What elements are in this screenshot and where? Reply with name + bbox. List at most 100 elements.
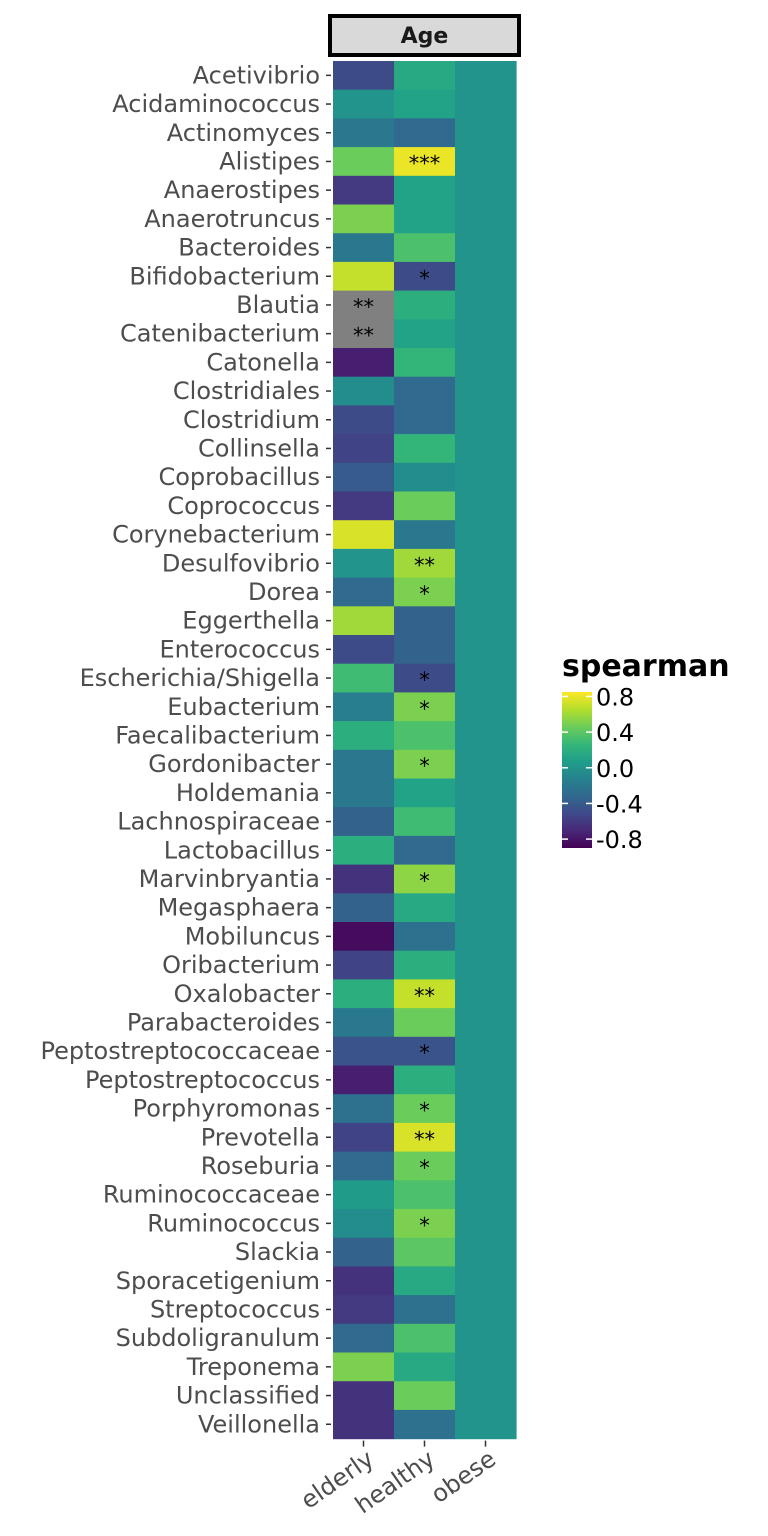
heatmap-cell — [394, 1295, 456, 1325]
heatmap-cell — [333, 979, 395, 1009]
row-label: Faecalibacterium — [115, 721, 320, 749]
heatmap-cell — [333, 376, 395, 406]
legend-ticks: 0.8 0.4 0.0 -0.4 -0.8 — [562, 683, 643, 854]
row-label: Blautia — [236, 291, 320, 319]
heatmap-cell — [333, 663, 395, 693]
row-label: Collinsella — [198, 434, 320, 462]
row-label: Lachnospiraceae — [117, 808, 320, 836]
row-label: Streptococcus — [150, 1295, 320, 1323]
heatmap-cell — [394, 261, 456, 292]
heatmap-cell — [394, 405, 456, 435]
heatmap-cell — [333, 348, 395, 378]
heatmap-cell — [333, 405, 395, 435]
row-label: Marvinbryantia — [139, 865, 320, 893]
heatmap-cell — [394, 721, 456, 751]
heatmap-cell — [333, 491, 395, 521]
heatmap-cell — [455, 118, 517, 148]
significance-label: * — [419, 1099, 430, 1123]
heatmap-cell — [333, 1381, 395, 1411]
legend-tick-label: 0.0 — [596, 755, 634, 783]
row-label: Peptostreptococcaceae — [41, 1037, 320, 1065]
row-label: Oxalobacter — [174, 980, 320, 1008]
heatmap-cells: *********************** — [333, 61, 517, 1440]
row-label: Clostridiales — [173, 377, 320, 405]
heatmap-cell — [455, 606, 517, 636]
heatmap-cell — [455, 491, 517, 521]
heatmap-cell — [333, 893, 395, 923]
significance-label: * — [419, 1156, 430, 1180]
heatmap-cell — [394, 778, 456, 808]
row-label: Coprococcus — [167, 492, 320, 520]
significance-label: ** — [414, 553, 435, 577]
heatmap-cell — [455, 1295, 517, 1325]
heatmap-cell — [394, 635, 456, 665]
heatmap-cell — [333, 1323, 395, 1354]
heatmap-cell — [333, 462, 395, 493]
heatmap-cell — [394, 319, 456, 349]
heatmap-cell — [455, 1237, 517, 1267]
heatmap-cell — [333, 1180, 395, 1210]
heatmap-cell — [455, 233, 517, 263]
heatmap-cell — [333, 1151, 395, 1181]
heatmap-cell — [455, 778, 517, 808]
heatmap-cell — [333, 1295, 395, 1325]
row-label: Catonella — [206, 348, 320, 376]
heatmap-cell — [333, 89, 395, 119]
row-label: Bacteroides — [178, 234, 320, 262]
row-label: Roseburia — [201, 1152, 320, 1180]
row-label: Subdoligranulum — [116, 1324, 320, 1352]
heatmap-cell — [333, 233, 395, 263]
facet-strip-box — [328, 14, 521, 57]
facet-strip: Age — [328, 14, 521, 57]
heatmap-cell — [333, 1094, 395, 1124]
heatmap-cell — [333, 1036, 395, 1067]
legend-title: spearman — [562, 649, 730, 684]
heatmap-cell — [455, 520, 517, 550]
heatmap-cell — [333, 319, 395, 349]
heatmap-cell — [333, 807, 395, 837]
row-label: Ruminococcus — [147, 1209, 320, 1237]
heatmap-cell — [455, 1065, 517, 1095]
row-label: Megasphaera — [158, 894, 320, 922]
heatmap-cell — [333, 1352, 395, 1382]
row-label: Anaerostipes — [164, 176, 320, 204]
significance-label: * — [419, 668, 430, 692]
heatmap-cell — [333, 577, 395, 607]
row-label: Dorea — [248, 578, 320, 606]
heatmap-cell — [455, 405, 517, 435]
significance-label: ** — [353, 324, 374, 348]
heatmap-cell — [333, 147, 395, 177]
row-labels: AcetivibrioAcidaminococcusActinomycesAli… — [41, 61, 331, 1438]
heatmap-cell — [333, 1409, 395, 1440]
heatmap-cell — [455, 1409, 517, 1440]
row-label: Actinomyces — [167, 119, 320, 147]
heatmap-cell — [455, 462, 517, 493]
heatmap-cell — [333, 721, 395, 751]
column-label: obese — [426, 1445, 501, 1509]
heatmap-cell — [333, 1237, 395, 1267]
row-label: Treponema — [186, 1353, 320, 1381]
row-label: Corynebacterium — [112, 521, 320, 549]
legend-tick-label: -0.8 — [596, 826, 643, 854]
significance-label: * — [419, 1213, 430, 1237]
heatmap-cell — [455, 1151, 517, 1181]
heatmap-cell — [394, 979, 456, 1009]
row-label: Acetivibrio — [193, 61, 320, 89]
row-label: Eggerthella — [182, 607, 320, 635]
heatmap-cell — [455, 635, 517, 665]
heatmap-cell — [394, 491, 456, 521]
legend-tick-label: -0.4 — [596, 790, 643, 818]
heatmap-cell — [455, 319, 517, 349]
heatmap-cell — [394, 175, 456, 206]
heatmap-cell — [455, 434, 517, 464]
legend: spearman 0.8 0.4 0.0 -0.4 -0.8 — [562, 649, 730, 854]
heatmap-cell — [394, 663, 456, 693]
heatmap-cell — [333, 175, 395, 206]
heatmap-cell — [333, 520, 395, 550]
heatmap-cell — [455, 1352, 517, 1382]
heatmap-cell — [394, 1008, 456, 1038]
heatmap-cell — [394, 835, 456, 866]
row-label: Coprobacillus — [158, 463, 320, 491]
heatmap-cell — [455, 864, 517, 894]
row-label: Veillonella — [198, 1410, 320, 1438]
